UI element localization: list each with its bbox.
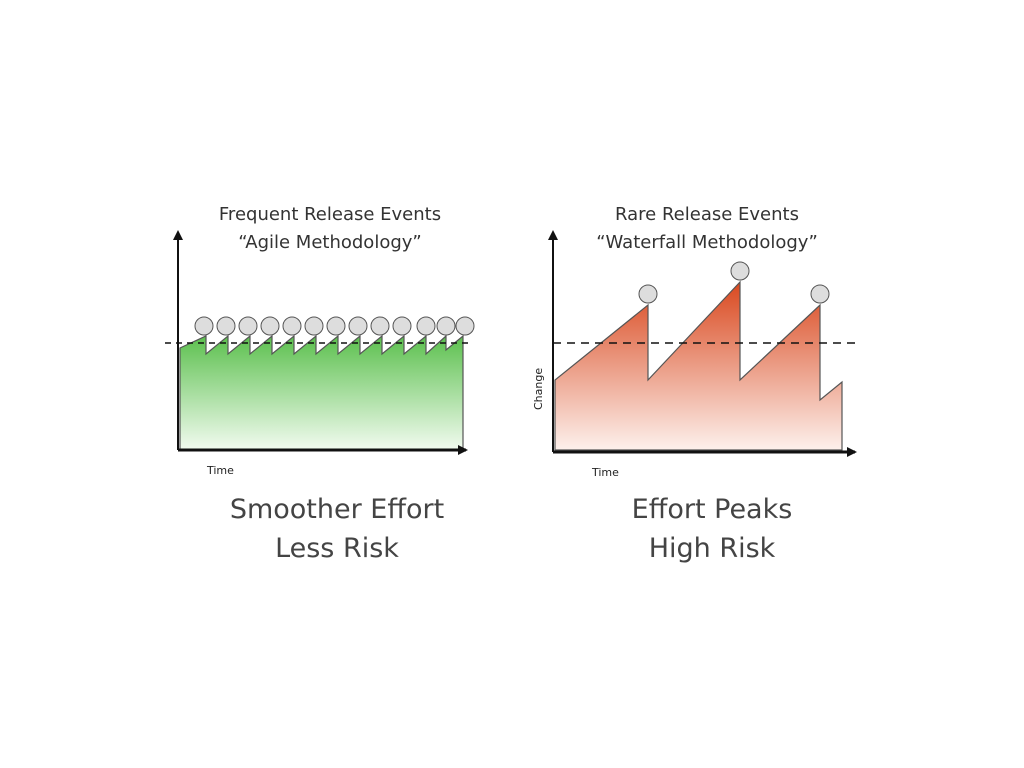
x-axis-label: Time <box>591 466 619 479</box>
panel-subtitle: “Agile Methodology” <box>238 232 421 253</box>
release-marker <box>216 316 236 336</box>
release-marker <box>194 316 214 336</box>
y-axis-label: Change <box>532 368 545 410</box>
release-marker <box>304 316 324 336</box>
panel-title: Frequent Release Events <box>219 204 441 225</box>
release-marker <box>730 261 750 281</box>
x-axis-label: Time <box>206 464 234 477</box>
release-marker <box>370 316 390 336</box>
release-markers <box>194 316 475 336</box>
panel-subtitle: “Waterfall Methodology” <box>596 232 818 253</box>
release-marker <box>416 316 436 336</box>
caption: High Risk <box>649 533 776 564</box>
release-marker <box>260 316 280 336</box>
release-marker <box>392 316 412 336</box>
caption: Smoother Effort <box>230 494 444 525</box>
release-marker <box>810 284 830 304</box>
release-marker <box>348 316 368 336</box>
waterfall-area <box>554 280 843 451</box>
release-marker <box>282 316 302 336</box>
waterfall-panel: Rare Release Events “Waterfall Methodolo… <box>532 204 858 564</box>
release-marker <box>238 316 258 336</box>
release-marker <box>326 316 346 336</box>
caption: Effort Peaks <box>632 494 793 525</box>
caption: Less Risk <box>275 533 399 564</box>
agile-panel: Frequent Release Events “Agile Methodolo… <box>165 204 475 564</box>
release-marker <box>455 316 475 336</box>
release-marker <box>638 284 658 304</box>
agile-area <box>179 334 464 451</box>
release-marker <box>436 316 456 336</box>
panel-title: Rare Release Events <box>615 204 799 225</box>
